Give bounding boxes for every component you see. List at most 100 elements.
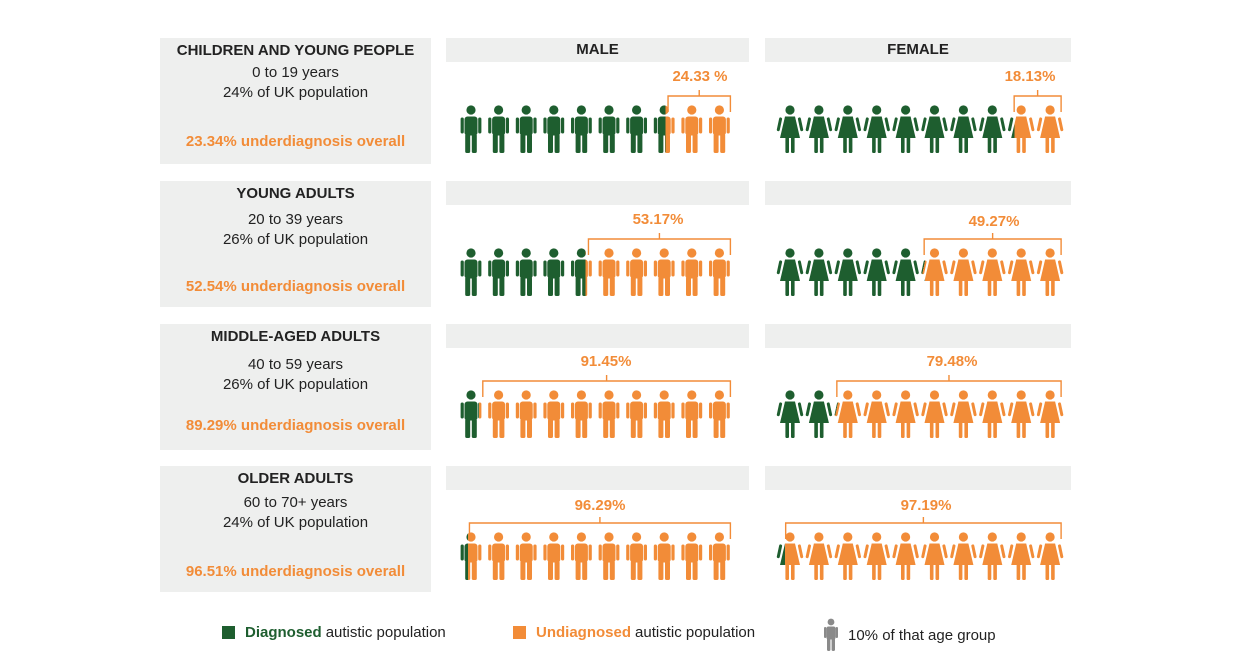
male-person-icon	[543, 105, 565, 153]
male-pct-older-adults: 96.29%	[574, 497, 626, 514]
row-title: OLDER ADULTS	[237, 470, 354, 487]
row-info-older-adults: OLDER ADULTS 60 to 70+ years 24% of UK p…	[160, 466, 431, 592]
male-person-icon	[598, 390, 620, 438]
male-person-icon	[515, 390, 537, 438]
male-header: MALE	[446, 38, 749, 62]
male-person-icon	[488, 248, 509, 296]
female-bracket	[836, 375, 1062, 397]
undiagnosed-swatch	[513, 626, 526, 639]
male-person-icon	[488, 532, 509, 580]
male-person-icon	[515, 532, 537, 580]
female-person-icon	[834, 105, 861, 153]
female-person-icon	[979, 105, 1006, 153]
female-person-icon	[921, 390, 948, 438]
row-overall: 23.34% underdiagnosis overall	[185, 133, 406, 150]
female-person-icon	[776, 390, 804, 438]
female-person-icon	[1036, 390, 1064, 438]
female-pictogram-children	[776, 90, 1064, 153]
male-person-icon	[709, 248, 730, 296]
row-bar-male	[446, 324, 749, 348]
female-person-icon	[776, 532, 804, 580]
male-pct-middle-aged: 91.45%	[580, 353, 632, 370]
female-person-icon	[1036, 532, 1064, 580]
person-icon	[824, 618, 838, 651]
female-person-icon	[921, 105, 948, 153]
female-pct-children: 18.13%	[1004, 68, 1056, 85]
female-person-icon	[805, 105, 833, 153]
male-person-icon	[571, 532, 592, 580]
legend-reference: 10% of that age group	[822, 618, 996, 652]
male-person-icon	[681, 390, 703, 438]
legend-undiagnosed-text: autistic population	[635, 624, 756, 641]
female-bracket	[923, 233, 1062, 255]
male-person-icon	[543, 390, 565, 438]
female-person-icon	[950, 248, 977, 296]
male-person-icon	[681, 532, 703, 580]
male-person-icon	[709, 105, 730, 153]
female-person-icon	[805, 532, 833, 580]
female-person-icon	[892, 390, 919, 438]
male-person-icon	[626, 248, 647, 296]
male-person-icon	[571, 248, 592, 296]
row-population: 24% of UK population	[222, 514, 369, 531]
female-person-icon	[834, 532, 861, 580]
female-pct-older-adults: 97.19%	[900, 497, 952, 514]
male-person-icon	[653, 105, 675, 153]
row-title: CHILDREN AND YOUNG PEOPLE	[176, 42, 415, 59]
row-title: YOUNG ADULTS	[236, 185, 355, 202]
female-person-icon	[863, 390, 890, 438]
legend-undiagnosed: Undiagnosed autistic population	[513, 624, 755, 641]
legend-reference-text: 10% of that age group	[848, 626, 996, 644]
row-title: MIDDLE-AGED ADULTS	[210, 328, 381, 345]
male-pictogram-older-adults	[460, 517, 732, 580]
male-person-icon	[653, 248, 675, 296]
female-person-icon	[979, 390, 1006, 438]
male-person-icon	[515, 105, 537, 153]
female-pictogram-young-adults	[776, 233, 1064, 296]
male-pictogram-children	[460, 90, 732, 153]
female-person-icon	[1036, 248, 1064, 296]
female-person-icon	[1036, 105, 1064, 153]
female-person-icon	[950, 532, 977, 580]
female-person-icon	[776, 248, 804, 296]
legend-undiagnosed-bold: Undiagnosed	[536, 624, 632, 641]
male-person-icon	[460, 532, 482, 580]
row-bar-male	[446, 181, 749, 205]
female-person-icon	[863, 532, 890, 580]
male-person-icon	[653, 390, 675, 438]
row-population: 26% of UK population	[222, 376, 369, 393]
row-bar-male	[446, 466, 749, 490]
male-person-icon	[626, 390, 647, 438]
male-bracket	[667, 90, 732, 112]
female-person-icon	[834, 248, 861, 296]
male-person-icon	[709, 390, 730, 438]
male-person-icon	[571, 105, 592, 153]
female-person-icon	[892, 105, 919, 153]
legend-diagnosed: Diagnosed autistic population	[222, 624, 446, 641]
male-person-icon	[598, 532, 620, 580]
female-person-icon	[979, 532, 1006, 580]
male-person-icon	[543, 532, 565, 580]
male-person-icon	[681, 248, 703, 296]
female-person-icon	[863, 248, 890, 296]
female-pct-middle-aged: 79.48%	[926, 353, 978, 370]
row-info-children: CHILDREN AND YOUNG PEOPLE 0 to 19 years …	[160, 38, 431, 164]
diagnosed-swatch	[222, 626, 235, 639]
row-overall: 89.29% underdiagnosis overall	[185, 417, 406, 434]
row-bar-female	[765, 181, 1071, 205]
legend-diagnosed-bold: Diagnosed	[245, 624, 322, 641]
row-bar-female	[765, 324, 1071, 348]
male-bracket	[482, 375, 732, 397]
male-person-icon	[598, 248, 620, 296]
row-overall: 96.51% underdiagnosis overall	[185, 563, 406, 580]
male-person-icon	[488, 105, 509, 153]
legend: Diagnosed autistic population Undiagnose…	[0, 618, 1252, 651]
row-info-young-adults: YOUNG ADULTS 20 to 39 years 26% of UK po…	[160, 181, 431, 307]
female-person-icon	[979, 248, 1006, 296]
male-person-icon	[543, 248, 565, 296]
male-bracket	[587, 233, 732, 255]
male-pictogram-middle-aged	[460, 375, 732, 438]
female-person-icon	[1008, 532, 1035, 580]
male-person-icon	[488, 390, 509, 438]
female-bracket	[784, 517, 1062, 539]
